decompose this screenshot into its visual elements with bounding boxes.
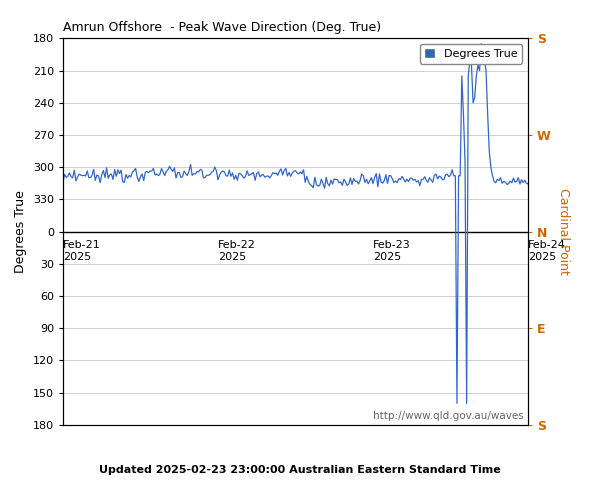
Text: Feb-22
2025: Feb-22 2025	[218, 240, 256, 262]
Legend: Degrees True: Degrees True	[420, 44, 523, 64]
Y-axis label: Degrees True: Degrees True	[14, 190, 27, 273]
Text: Feb-23
2025: Feb-23 2025	[373, 240, 411, 262]
Text: Feb-21
2025: Feb-21 2025	[63, 240, 101, 262]
Text: http://www.qld.gov.au/waves: http://www.qld.gov.au/waves	[373, 411, 523, 421]
Y-axis label: Cardinal Point: Cardinal Point	[557, 188, 570, 275]
Text: Amrun Offshore  - Peak Wave Direction (Deg. True): Amrun Offshore - Peak Wave Direction (De…	[63, 22, 381, 35]
Text: Feb-24
2025: Feb-24 2025	[528, 240, 566, 262]
Text: Updated 2025-02-23 23:00:00 Australian Eastern Standard Time: Updated 2025-02-23 23:00:00 Australian E…	[99, 465, 501, 475]
